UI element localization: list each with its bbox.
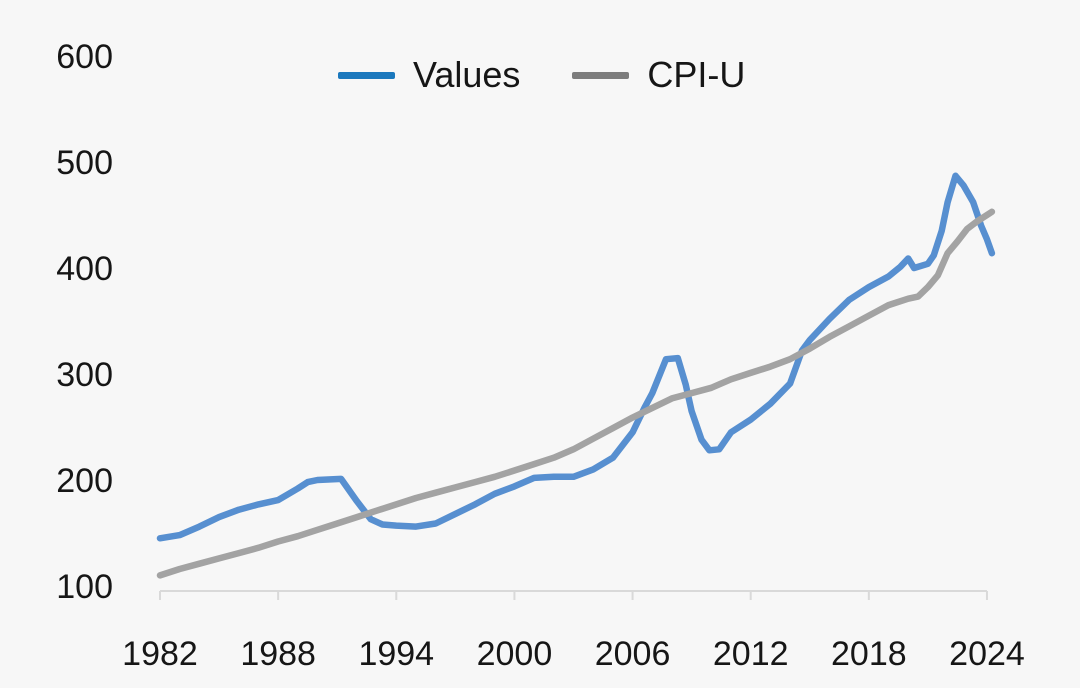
x-axis-tick-label: 2000 — [477, 635, 553, 673]
y-axis-tick-label: 300 — [56, 356, 113, 394]
y-axis-tick-label: 400 — [56, 250, 113, 288]
x-axis-tick-label: 2024 — [949, 635, 1025, 673]
legend-label-values: Values — [413, 54, 521, 95]
series-line-cpi-u — [156, 208, 996, 579]
x-axis-tick-label: 1982 — [122, 635, 198, 673]
cpi-u-series-swatch — [572, 71, 630, 79]
y-axis-tick-label: 600 — [56, 38, 113, 76]
series-line-values — [156, 172, 996, 542]
y-axis-tick-label: 500 — [56, 144, 113, 182]
legend-item-values: Values — [338, 54, 520, 96]
legend: Values CPI-U — [338, 54, 745, 96]
x-axis-tick-label: 1994 — [358, 635, 434, 673]
values-series-swatch — [338, 71, 395, 79]
legend-item-cpi-u: CPI-U — [572, 54, 745, 96]
y-axis-tick-label: 100 — [56, 568, 113, 606]
x-axis-tick-label: 2006 — [595, 635, 671, 673]
legend-label-cpi-u: CPI-U — [647, 54, 746, 95]
y-axis-tick-label: 200 — [56, 462, 113, 500]
x-axis-tick-label: 1988 — [240, 635, 316, 673]
x-axis-tick-label: 2018 — [831, 635, 907, 673]
x-axis-tick-label: 2012 — [713, 635, 789, 673]
